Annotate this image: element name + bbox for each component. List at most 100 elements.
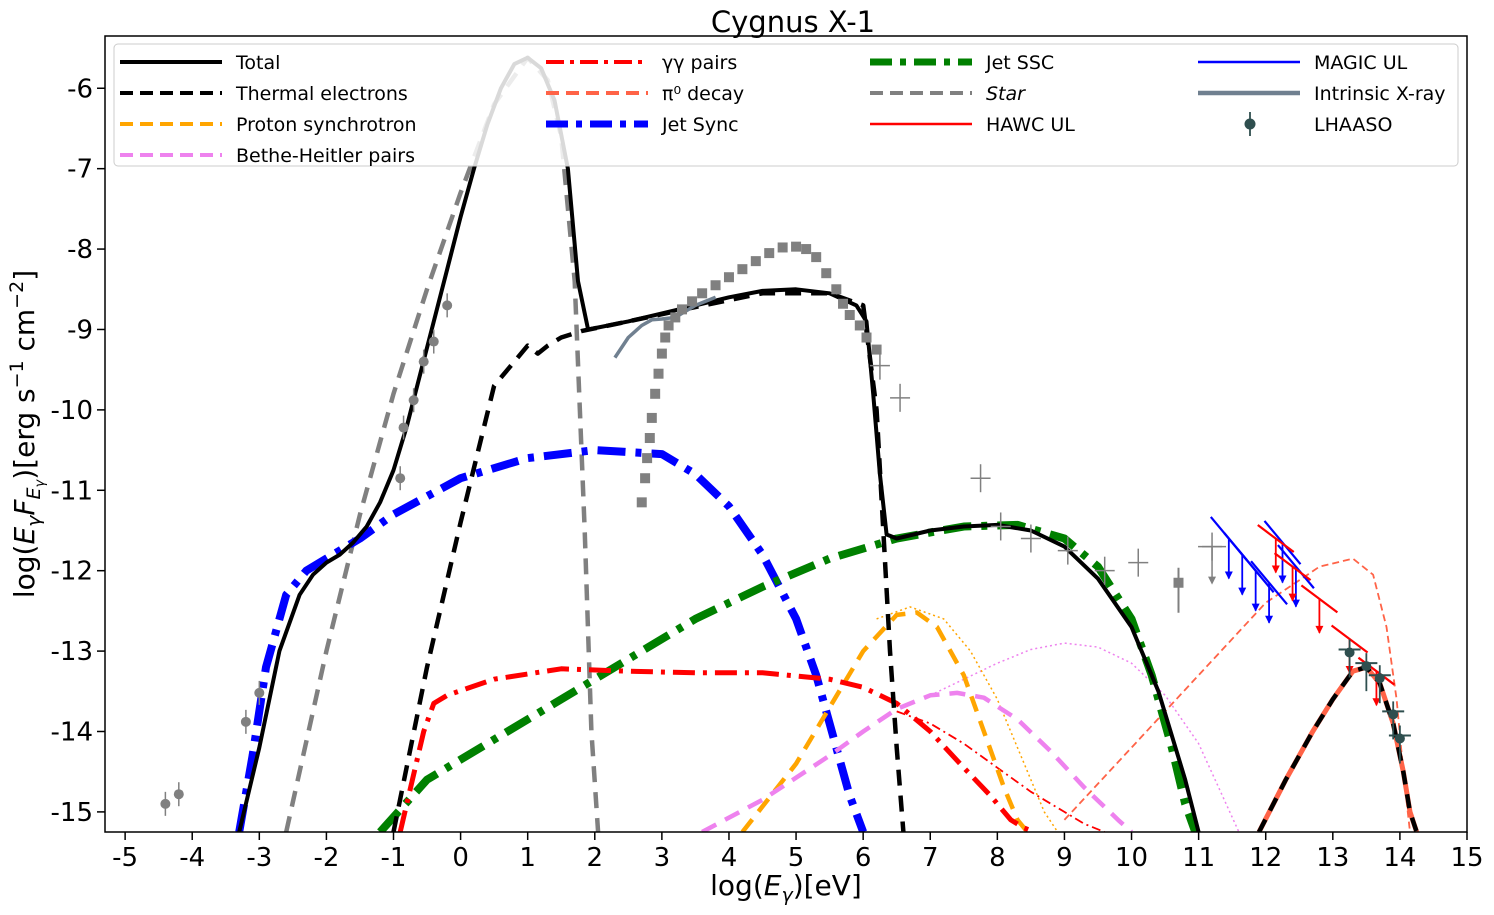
y-tick-label: -9 [67, 315, 93, 345]
series-line [397, 666, 1036, 832]
series-line [377, 520, 1200, 832]
grey-square-point [750, 256, 761, 267]
grey-square-point [644, 433, 655, 444]
x-tick-label: -1 [381, 843, 407, 873]
series-line [613, 295, 717, 359]
x-tick-label: -5 [112, 843, 138, 873]
grey-square-point [777, 242, 788, 253]
lhaaso-point [1344, 647, 1355, 658]
x-tick-label: 5 [788, 843, 805, 873]
upper-limit-arrowhead [1224, 571, 1233, 580]
x-tick-label: 13 [1316, 843, 1349, 873]
lhaaso-point [1394, 733, 1405, 744]
legend-label-thermal: Thermal electrons [235, 83, 408, 105]
grey-square-point [811, 252, 822, 263]
upper-limit-arrowhead [1265, 615, 1274, 624]
grey-circle-point [160, 798, 171, 809]
grey-square-point [831, 284, 842, 295]
x-tick-label: 0 [452, 843, 469, 873]
lhaaso-point [1361, 661, 1372, 672]
y-tick-label: -13 [51, 637, 93, 667]
series-line [876, 606, 1059, 832]
marker-layer [160, 241, 1411, 816]
x-tick-label: -2 [313, 843, 339, 873]
grey-square-point [821, 268, 832, 279]
y-tick-label: -8 [67, 235, 93, 265]
grey-square-point [854, 320, 865, 331]
grey-circle-point [418, 356, 429, 367]
series-line [701, 690, 1134, 832]
legend-label-jetsync: Jet Sync [661, 114, 739, 136]
x-tick-label: 14 [1383, 843, 1416, 873]
y-tick-label: -6 [67, 74, 93, 104]
grey-square-point [677, 304, 688, 315]
x-tick-label: 4 [721, 843, 738, 873]
upper-limit-segment [1277, 544, 1315, 589]
grey-square-point [656, 348, 667, 359]
grey-square-point [642, 453, 653, 464]
grey-circle-point [428, 336, 439, 347]
grey-square-point [653, 368, 664, 379]
grey-square-point [723, 272, 734, 283]
series-line [284, 55, 601, 832]
y-tick-label: -14 [51, 717, 93, 747]
grey-square-point [640, 473, 651, 484]
x-tick-label: 8 [989, 843, 1006, 873]
upper-limit-arrowhead [1238, 587, 1247, 596]
legend-box [113, 43, 1459, 167]
axis-layer: -5 -4 -3 -2 -1 0 1 2 3 4 5 6 7 8 9 10 11 12 13 14 15-15-14-1… [51, 74, 1484, 873]
series-line [237, 55, 1201, 832]
grey-square-point [650, 388, 661, 399]
series-line [1063, 557, 1411, 832]
x-tick-label: 9 [1056, 843, 1073, 873]
lhaaso-point [1388, 709, 1399, 720]
grey-square-point [663, 320, 674, 331]
grey-square-point [844, 310, 855, 321]
series-line [896, 710, 1106, 832]
legend-label-psync: Proton synchrotron [236, 114, 417, 136]
grey-circle-point [398, 422, 409, 433]
x-tick-label: 7 [922, 843, 939, 873]
legend-label-total: Total [235, 52, 280, 74]
grey-square-point [660, 332, 671, 343]
legend-label-xray: Intrinsic X-ray [1314, 83, 1446, 105]
series-line [391, 291, 906, 832]
lhaaso-point [1374, 673, 1385, 684]
y-tick-label: -10 [51, 396, 93, 426]
x-tick-label: -4 [179, 843, 205, 873]
grey-square-point [764, 248, 775, 259]
grey-circle-point [395, 473, 406, 484]
legend-swatch [1244, 118, 1256, 130]
grey-circle-point [173, 789, 184, 800]
grey-square-point [710, 280, 721, 291]
y-tick-label: -12 [51, 557, 93, 587]
grey-square-point [670, 312, 681, 323]
legend-label-bh: Bethe-Heitler pairs [236, 145, 415, 167]
x-tick-label: 2 [587, 843, 604, 873]
grey-square-point [801, 244, 812, 255]
grey-circle-point [240, 716, 251, 727]
grey-square-point [861, 332, 872, 343]
series-line [1256, 664, 1420, 832]
upper-limit-arrowhead [1372, 698, 1381, 707]
x-tick-label: 11 [1182, 843, 1215, 873]
grey-circle-point [442, 300, 453, 311]
plot-frame [104, 35, 1468, 833]
x-tick-label: 3 [654, 843, 671, 873]
legend-label-lhaaso: LHAASO [1314, 114, 1392, 136]
grey-square-point [737, 264, 748, 275]
x-tick-label: 6 [855, 843, 872, 873]
legend-label-gg: γγ pairs [662, 52, 737, 74]
grey-square-point [636, 497, 647, 508]
legend: Total Thermal electrons Proton synchrotron… [113, 43, 1459, 167]
series-layer [235, 55, 1420, 832]
grey-square-point [838, 298, 849, 309]
grey-square-point [791, 241, 802, 252]
grey-square-point [871, 344, 882, 355]
upper-limit-arrowhead [1291, 599, 1300, 608]
x-tick-label: -3 [246, 843, 272, 873]
legend-label-jetssc: Jet SSC [985, 52, 1054, 74]
upper-limit-arrowhead [1278, 575, 1287, 584]
legend-label-hawc: HAWC UL [986, 114, 1075, 136]
